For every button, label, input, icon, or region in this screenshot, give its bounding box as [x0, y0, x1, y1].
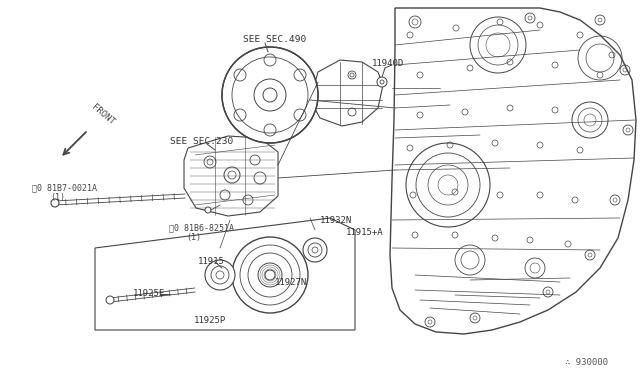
- Circle shape: [377, 77, 387, 87]
- Circle shape: [232, 237, 308, 313]
- Text: 11915+A: 11915+A: [346, 228, 383, 237]
- Text: 11925P: 11925P: [194, 316, 226, 325]
- Text: 11927N: 11927N: [275, 278, 307, 287]
- Text: 11925E: 11925E: [133, 289, 165, 298]
- Text: SEE SEC.490: SEE SEC.490: [243, 35, 307, 44]
- Text: FRONT: FRONT: [90, 103, 116, 127]
- Text: ⒗0 81B6-8251A: ⒗0 81B6-8251A: [169, 223, 234, 232]
- Text: (1): (1): [186, 233, 201, 242]
- Text: ⒖0 81B7-0021A: ⒖0 81B7-0021A: [32, 183, 97, 192]
- Text: (1): (1): [50, 193, 65, 202]
- Polygon shape: [310, 60, 383, 126]
- Circle shape: [106, 296, 114, 304]
- Text: SEE SEC.230: SEE SEC.230: [170, 137, 233, 146]
- Circle shape: [205, 260, 235, 290]
- Polygon shape: [184, 136, 278, 216]
- Text: 11932N: 11932N: [320, 216, 352, 225]
- Circle shape: [222, 47, 318, 143]
- Circle shape: [205, 207, 211, 213]
- Circle shape: [303, 238, 327, 262]
- Text: ∴ 930000: ∴ 930000: [565, 358, 608, 367]
- Text: 11940D: 11940D: [372, 59, 404, 68]
- Text: 11915: 11915: [198, 257, 225, 266]
- Circle shape: [51, 199, 59, 207]
- Polygon shape: [390, 8, 636, 334]
